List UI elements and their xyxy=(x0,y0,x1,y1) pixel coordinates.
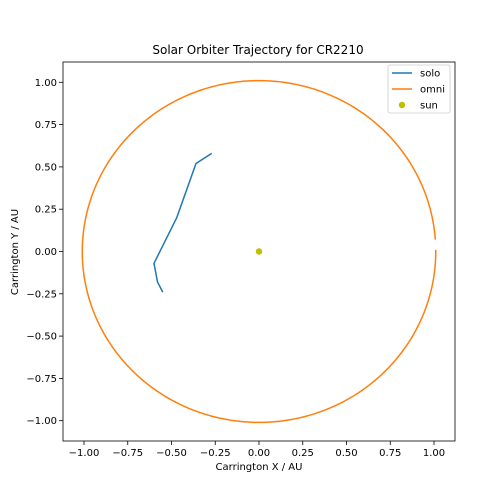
x-tick-label: 0.25 xyxy=(292,448,314,459)
series-omni-line xyxy=(81,79,437,424)
x-tick-label: −1.00 xyxy=(69,448,100,459)
series-sun-point xyxy=(255,248,263,255)
x-axis-ticks: −1.00 −0.75 −0.50 −0.25 0.00 0.25 0.50 0.75 1.00 xyxy=(69,441,445,459)
legend-label-sun: sun xyxy=(420,101,438,112)
plot-area xyxy=(81,79,437,424)
chart-title: Solar Orbiter Trajectory for CR2210 xyxy=(152,43,363,57)
y-tick-label: −0.25 xyxy=(26,289,57,300)
legend-box xyxy=(387,64,451,114)
y-axis-ticks: −1.00 −0.75 −0.50 −0.25 0.00 0.25 0.50 0.75 1.00 xyxy=(26,78,63,427)
legend-label-solo: solo xyxy=(420,69,440,80)
x-tick-label: −0.25 xyxy=(200,448,231,459)
x-tick-label: 0.50 xyxy=(335,448,357,459)
legend-swatch-sun xyxy=(398,101,406,109)
x-axis-label: Carrington X / AU xyxy=(216,462,303,473)
x-tick-label: 0.00 xyxy=(248,448,270,459)
x-tick-label: 1.00 xyxy=(423,448,445,459)
x-tick-label: −0.50 xyxy=(156,448,187,459)
legend: solo omni sun xyxy=(387,64,451,114)
y-tick-label: −0.50 xyxy=(26,332,57,343)
y-axis-label: Carrington Y / AU xyxy=(10,209,21,295)
y-tick-label: 0.75 xyxy=(35,120,57,131)
y-tick-label: 0.50 xyxy=(35,162,57,173)
series-solo-line xyxy=(153,152,213,293)
y-tick-label: −0.75 xyxy=(26,374,57,385)
y-tick-label: 1.00 xyxy=(35,78,57,89)
y-tick-label: 0.25 xyxy=(35,205,57,216)
legend-label-omni: omni xyxy=(420,85,445,96)
x-tick-label: −0.75 xyxy=(112,448,143,459)
x-tick-label: 0.75 xyxy=(379,448,401,459)
y-tick-label: −1.00 xyxy=(26,416,57,427)
y-tick-label: 0.00 xyxy=(35,247,57,258)
